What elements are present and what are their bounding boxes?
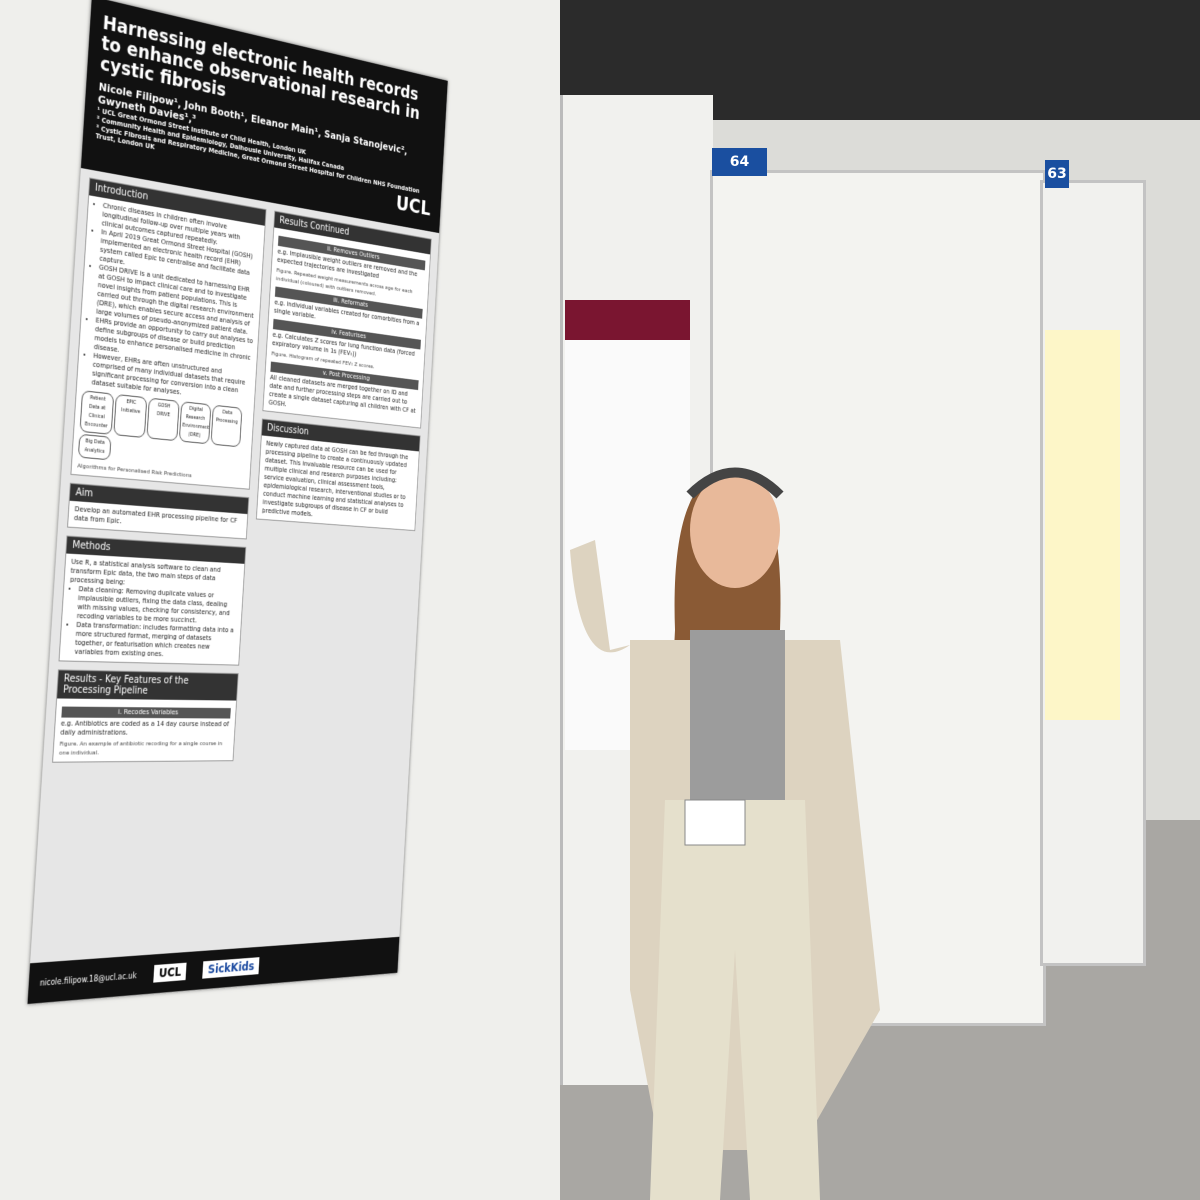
column: Results Continued ii. Removes Outliers e.g… bbox=[241, 211, 431, 761]
badge bbox=[685, 800, 745, 845]
bullet-list: Data cleaning: Removing duplicate values… bbox=[65, 585, 238, 661]
bullet: Data transformation: includes formatting… bbox=[74, 621, 235, 661]
arm bbox=[570, 540, 630, 652]
other-poster bbox=[1045, 330, 1120, 720]
section: Results - Key Features of the Processing… bbox=[52, 669, 239, 762]
section-body: ii. Removes Outliers e.g. Implausible wei… bbox=[263, 227, 430, 427]
figure: Patient Data at Clinical Encounter EPIC I… bbox=[78, 390, 249, 472]
logo: SickKids bbox=[202, 957, 259, 979]
section-body: Chronic diseases in children often invol… bbox=[71, 195, 264, 488]
bullet-list: Chronic diseases in children often invol… bbox=[82, 200, 259, 405]
person bbox=[550, 430, 910, 1200]
logo: UCL bbox=[153, 963, 186, 983]
section: Methods Use R, a statistical analysis sof… bbox=[59, 536, 247, 666]
figure-node: Patient Data at Clinical Encounter bbox=[80, 390, 115, 435]
section: Results Continued ii. Removes Outliers e.g… bbox=[262, 211, 431, 429]
figure-node: Digital Research Environment (DRE) bbox=[179, 401, 211, 444]
caption: Figure. An example of antibiotic recodin… bbox=[59, 739, 229, 757]
board-number: 64 bbox=[712, 148, 767, 176]
section: Aim Develop an automated EHR processing p… bbox=[67, 483, 249, 540]
email: nicole.filipow.18@ucl.ac.uk bbox=[40, 971, 137, 988]
subheading: i. Recodes Variables bbox=[61, 707, 231, 719]
section: IntroductionChronic diseases in children… bbox=[70, 177, 266, 489]
section: Discussion Newly captured data at GOSH ca… bbox=[256, 419, 421, 532]
bullet: Data cleaning: Removing duplicate values… bbox=[77, 585, 238, 627]
text: e.g. Antibiotics are coded as a 14 day c… bbox=[60, 720, 230, 738]
section-body: Use R, a statistical analysis software t… bbox=[60, 554, 245, 665]
text: Newly captured data at GOSH can be fed t… bbox=[262, 440, 415, 527]
figure-node: EPIC Initiative bbox=[113, 394, 147, 438]
column: IntroductionChronic diseases in children… bbox=[52, 177, 266, 762]
poster: Harnessing electronic health records to … bbox=[27, 0, 447, 1004]
section-body: i. Recodes Variables e.g. Antibiotics are… bbox=[53, 698, 236, 761]
figure-node: Data Processing bbox=[211, 405, 243, 448]
poster-body: IntroductionChronic diseases in children… bbox=[42, 168, 439, 771]
section-body: Newly captured data at GOSH can be fed t… bbox=[257, 435, 419, 530]
board-number: 63 bbox=[1045, 160, 1069, 188]
figure-node: Big Data Analytics bbox=[78, 434, 112, 461]
figure-node: GOSH DRIVE bbox=[146, 398, 179, 442]
section-heading: Results - Key Features of the Processing… bbox=[57, 670, 238, 700]
top bbox=[690, 630, 785, 810]
